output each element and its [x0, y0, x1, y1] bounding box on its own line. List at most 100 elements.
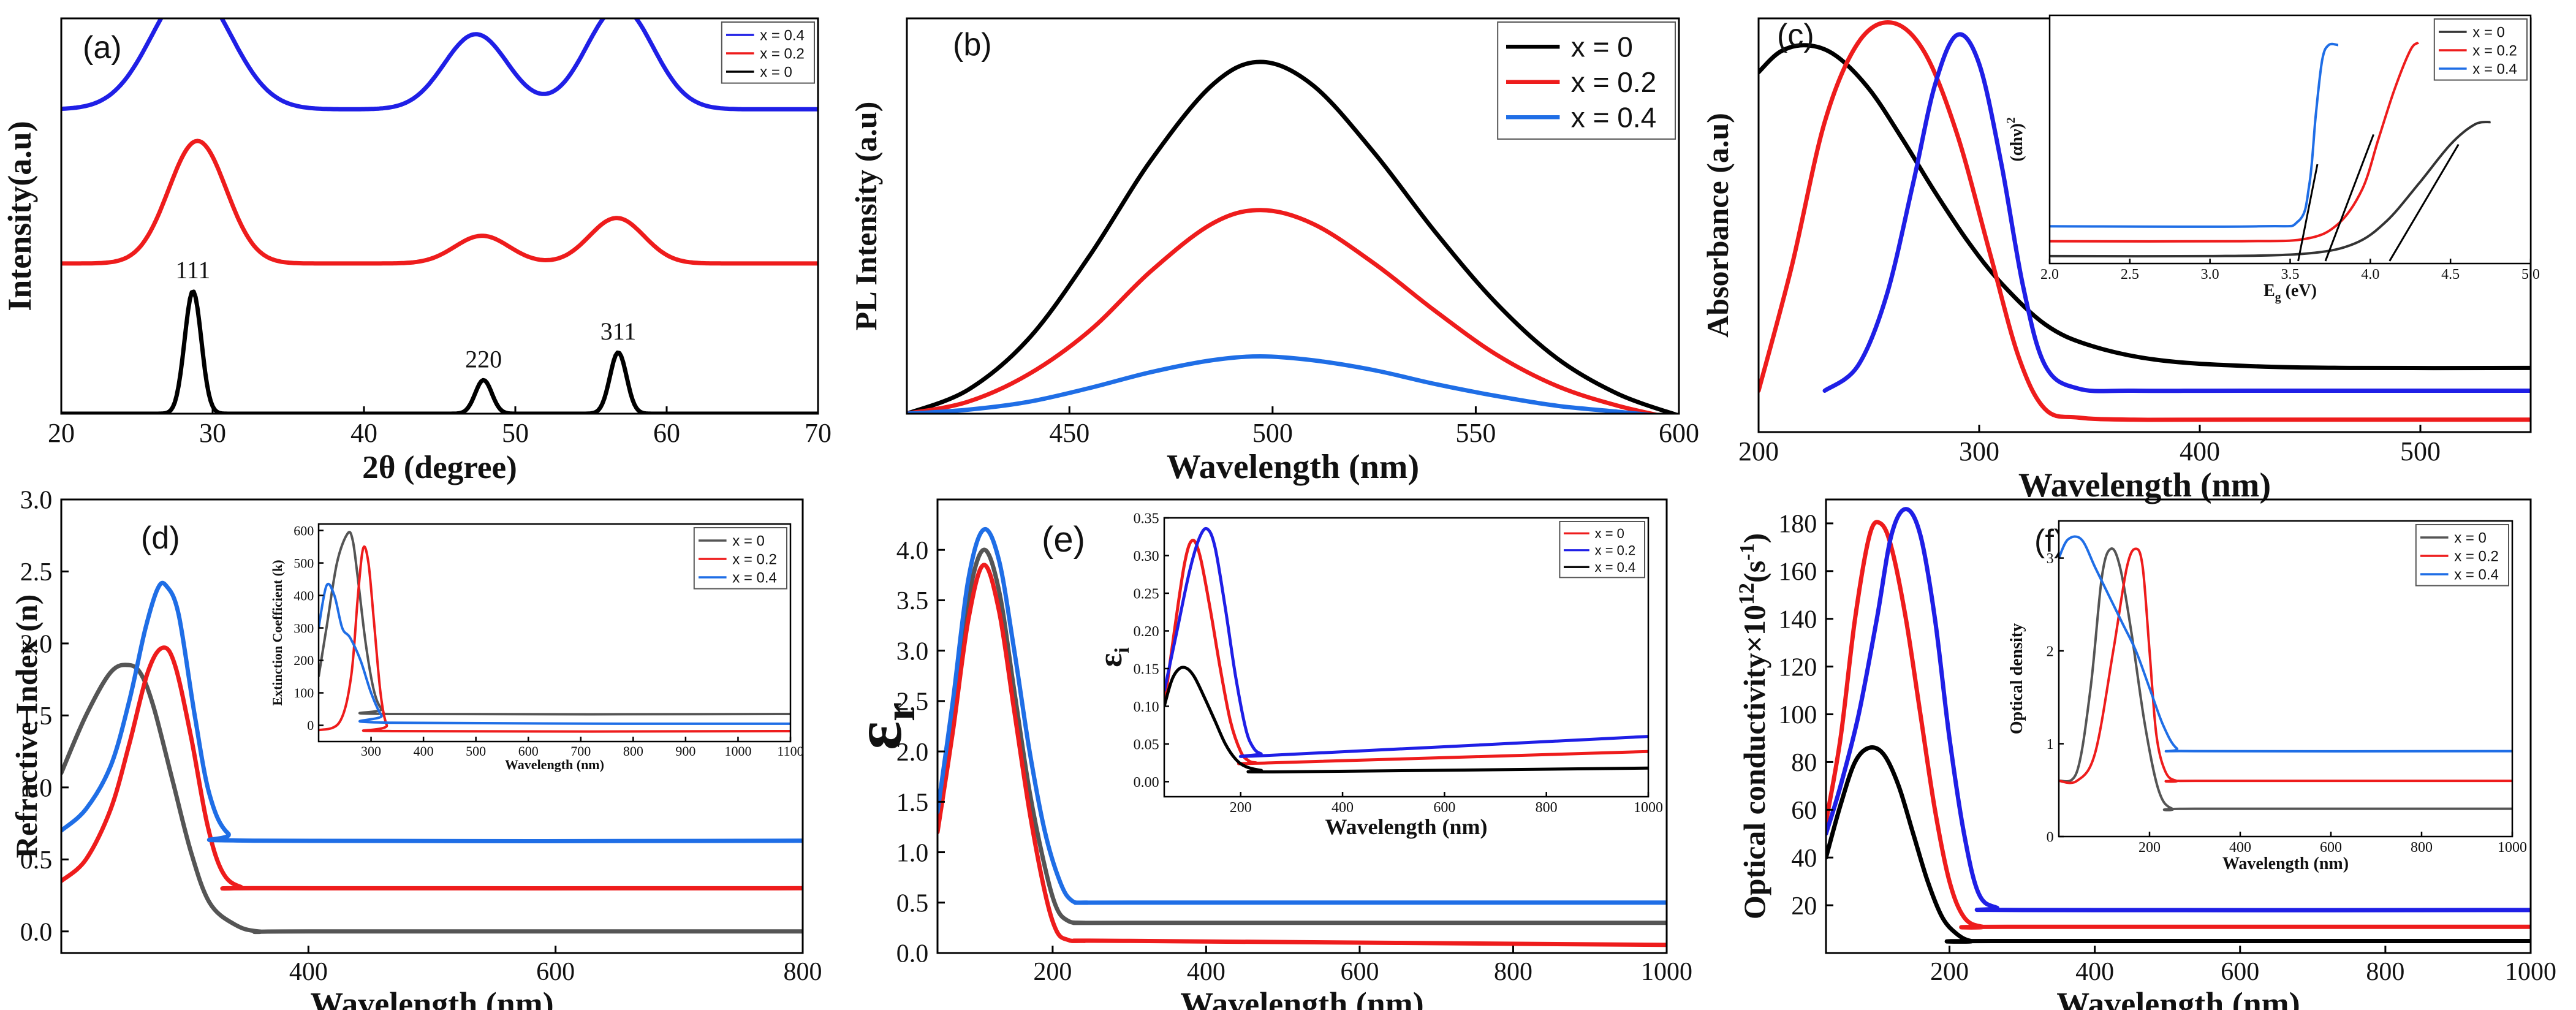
panel-c-x-axis-title: Wavelength (nm) [2018, 466, 2271, 504]
panel-d-inset-x-tick-label: 300 [361, 743, 381, 759]
panel-c-inset-y-axis-title: (αhν)2 [2005, 117, 2026, 161]
panel-e-inset: 200 400 600 800 1000 0.00 0.05 0.10 0.15 0.20 0.25… [1092, 511, 1663, 839]
panel-a-series-line-x0.2 [61, 139, 818, 266]
panel-e-x-tick-label: 800 [1494, 958, 1532, 986]
panel-f-inset-legend-label: x = 0 [2454, 530, 2487, 546]
panel-c-x-tick-label: 400 [2180, 436, 2220, 466]
panel-e-y-tick-label: 3.5 [896, 587, 929, 615]
panel-f-x-tick-label: 1000 [2505, 958, 2556, 986]
panel-f-inset-x-axis-title: Wavelength (nm) [2222, 854, 2349, 873]
panel-a-x-tick-label: 50 [502, 418, 529, 448]
panel-f-inset: 200 400 600 800 1000 0 1 2 3 Wavelength (nm) Optic… [2007, 520, 2527, 873]
panel-e-series-line-x0.4 [938, 526, 1667, 905]
panel-d-inset-y-tick-label: 400 [294, 588, 314, 603]
panel-d-y-tick-label: 1.5 [20, 702, 53, 731]
panel-d-inset-axes-frame [317, 523, 792, 743]
panel-d-series-line-x0.4 [61, 580, 803, 844]
panel-d-label: (d) [141, 520, 180, 556]
panel-f-y-tick-label: 40 [1791, 845, 1817, 873]
panel-e-inset-x-tick-label: 400 [1332, 800, 1354, 816]
panel-d-y-tick-label: 2.5 [20, 558, 53, 587]
panel-f-inset-y-tick-label: 3 [2047, 551, 2054, 567]
panel-e-series-line-x0.2 [938, 563, 1667, 947]
panel-f-axes-frame [1825, 498, 2532, 954]
panel-b-series-line-x0 [907, 59, 1679, 414]
panel-f-inset-y-tick-label: 0 [2047, 829, 2054, 845]
panel-a-legend-label: x = 0.2 [760, 45, 805, 62]
panel-e-inset-legend-label: x = 0.4 [1595, 560, 1636, 575]
panel-f-series-line-x0 [1826, 745, 2531, 944]
panel-c-inset-tauc-fit-line [2324, 134, 2374, 262]
panel-c-inset-legend-label: x = 0 [2472, 24, 2505, 40]
panel-e-inset-series-line-x0 [1164, 539, 1648, 765]
panel-d-y-tick-label: 0.5 [20, 846, 53, 875]
panel-e-y-tick-label: 0.5 [896, 889, 929, 917]
panel-c-inset-x-tick-label: 2.0 [2040, 267, 2059, 283]
panel-a-plot-area [61, 18, 818, 414]
panel-b-x-tick-label: 500 [1252, 418, 1293, 448]
panel-f-y-tick-label: 120 [1778, 653, 1817, 682]
panel-d-series-line-x0 [61, 663, 803, 935]
panel-a-x-tick-label: 40 [350, 418, 377, 448]
panel-c-series-line-x0.2 [1759, 20, 2531, 422]
panel-d-inset-y-tick-label: 200 [294, 653, 314, 668]
panel-e-inset-y-tick-label: 0.10 [1134, 699, 1159, 715]
panel-e-inset-y-tick-label: 0.15 [1134, 661, 1159, 677]
panel-b-legend-label: x = 0.2 [1571, 66, 1656, 98]
panel-b-legend-label: x = 0.4 [1571, 101, 1656, 133]
panel-d-inset-y-axis-title: Extinction Coefficient (k) [270, 560, 285, 705]
panel-f-inset-x-tick-label: 1000 [2498, 840, 2527, 856]
panel-f-y-tick-label: 180 [1778, 511, 1817, 539]
panel-c-inset-x-tick-label: 5.0 [2521, 267, 2540, 283]
panel-a-legend-label: x = 0.4 [760, 27, 805, 44]
panel-c-label: (c) [1777, 18, 1814, 53]
panel-d-inset-x-tick-label: 800 [623, 743, 643, 759]
panel-d-y-tick-label: 3.0 [20, 487, 53, 515]
panel-d-x-tick-label: 800 [784, 958, 822, 986]
panel-d-inset-x-tick-label: 900 [675, 743, 695, 759]
panel-a-x-axis-title: 2θ (degree) [362, 449, 517, 485]
panel-d-x-axis-title: Wavelength (nm) [310, 985, 554, 1010]
panel-e-series-line-x0 [938, 547, 1667, 925]
panel-f-y-tick-label: 20 [1791, 892, 1817, 921]
panel-a-legend-label: x = 0 [760, 64, 792, 80]
panel-a-y-axis-title: Intensity(a.u) [1, 121, 38, 311]
panel-f-inset-x-tick-label: 800 [2411, 840, 2433, 856]
panel-e-inset-y-tick-label: 0.35 [1134, 511, 1159, 526]
panel-e-inset-series-line-x0.4 [1164, 666, 1648, 774]
panel-e-inset-legend-label: x = 0.2 [1595, 542, 1636, 558]
panel-c-inset-tauc-fit-line [2388, 143, 2460, 262]
panel-d-plot-area [61, 580, 803, 935]
panel-d-inset-series-line-x0.2 [319, 545, 790, 733]
panel-d-inset-x-tick-label: 500 [466, 743, 486, 759]
panel-e-inset-y-axis-title: εi [1092, 647, 1134, 667]
panel-f: 200 400 600 800 100020406080100120140160180W… [1734, 498, 2556, 1010]
panel-a-peak-label: 111 [175, 256, 210, 284]
panel-f-y-tick-label: 140 [1778, 606, 1817, 634]
panel-e-x-tick-label: 600 [1340, 958, 1379, 986]
panel-a-peak-label: 311 [600, 317, 637, 345]
panel-e-y-tick-label: 3.0 [896, 637, 929, 666]
panel-c-inset-x-tick-label: 2.5 [2121, 267, 2139, 283]
panel-b-series-line-x0.4 [907, 354, 1661, 414]
panel-b-y-axis-title: PL Intensity (a.u) [849, 102, 883, 331]
panel-e-x-axis-title: Wavelength (nm) [1180, 985, 1424, 1010]
panel-f-inset-y-tick-label: 2 [2047, 644, 2054, 659]
panel-c-inset-series-line-x0.2 [2050, 41, 2420, 243]
panel-c: 200 300 400 500 Wavelength (nm) Absorbance (a… [1700, 14, 2540, 504]
panel-a-series-line-x0.4 [61, 18, 818, 112]
panel-f-inset-y-tick-label: 1 [2047, 737, 2054, 753]
panel-e-inset-y-tick-label: 0.20 [1134, 624, 1159, 640]
panel-d-inset-legend-label: x = 0.4 [732, 569, 777, 586]
panel-a-x-tick-label: 60 [653, 418, 680, 448]
panel-f-x-tick-label: 800 [2366, 958, 2404, 986]
panel-c-inset-series-line-x0.4 [2050, 42, 2339, 228]
panel-c-inset-x-tick-label: 4.5 [2441, 267, 2460, 283]
panel-e-inset-plot-area [1164, 526, 1648, 774]
panel-f-x-tick-label: 600 [2221, 958, 2259, 986]
panel-d-y-axis-title: Refractive Index (n) [9, 594, 44, 858]
panel-c-plot-area [1759, 20, 2531, 422]
panel-c-inset-series-line-x0 [2050, 121, 2491, 258]
panel-d-inset-series-line-x0 [319, 531, 790, 716]
